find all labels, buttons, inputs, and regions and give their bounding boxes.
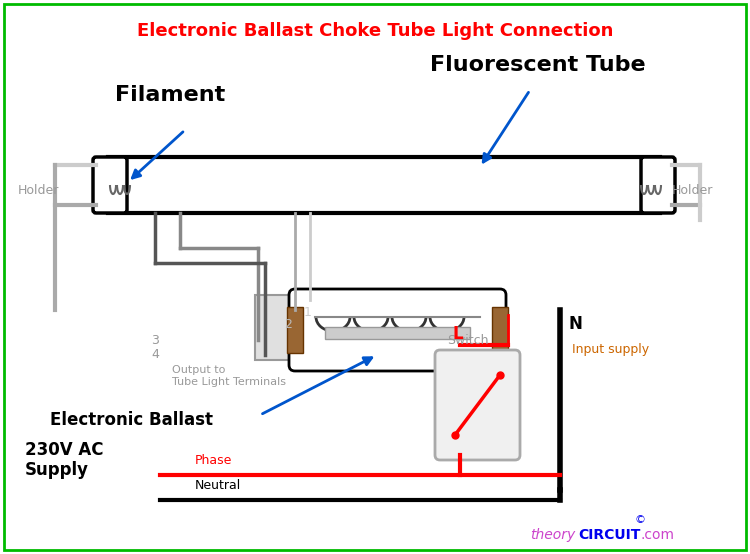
Text: Filament: Filament (115, 85, 225, 105)
Text: theory: theory (530, 528, 575, 542)
Bar (492, 307, 508, 353)
Bar (325, 327, 470, 339)
FancyBboxPatch shape (435, 350, 520, 460)
Text: Switch: Switch (447, 334, 488, 347)
Text: Fluorescent Tube: Fluorescent Tube (430, 55, 646, 75)
Text: Holder: Holder (18, 183, 59, 197)
Bar (108, 157, 660, 213)
Text: Output to
Tube Light Terminals: Output to Tube Light Terminals (172, 365, 286, 387)
Text: .com: .com (640, 528, 674, 542)
Text: CIRCUIT: CIRCUIT (578, 528, 640, 542)
Text: 1: 1 (304, 306, 312, 320)
Text: L: L (452, 325, 463, 343)
FancyBboxPatch shape (641, 157, 675, 213)
Text: Neutral: Neutral (195, 479, 242, 492)
FancyBboxPatch shape (289, 289, 506, 371)
Text: Input supply: Input supply (572, 343, 649, 357)
Text: Phase: Phase (195, 454, 232, 467)
Text: 2: 2 (284, 319, 292, 331)
Text: Electronic Ballast: Electronic Ballast (50, 411, 213, 429)
Text: 4: 4 (151, 348, 159, 362)
Text: Holder: Holder (672, 183, 713, 197)
Text: ©: © (634, 515, 645, 525)
FancyBboxPatch shape (93, 157, 127, 213)
Bar (255, 295, 300, 360)
Text: 230V AC
Supply: 230V AC Supply (25, 440, 104, 479)
Text: Electronic Ballast Choke Tube Light Connection: Electronic Ballast Choke Tube Light Conn… (136, 22, 614, 40)
Text: 3: 3 (151, 334, 159, 346)
Text: N: N (568, 315, 582, 333)
Bar (287, 307, 303, 353)
